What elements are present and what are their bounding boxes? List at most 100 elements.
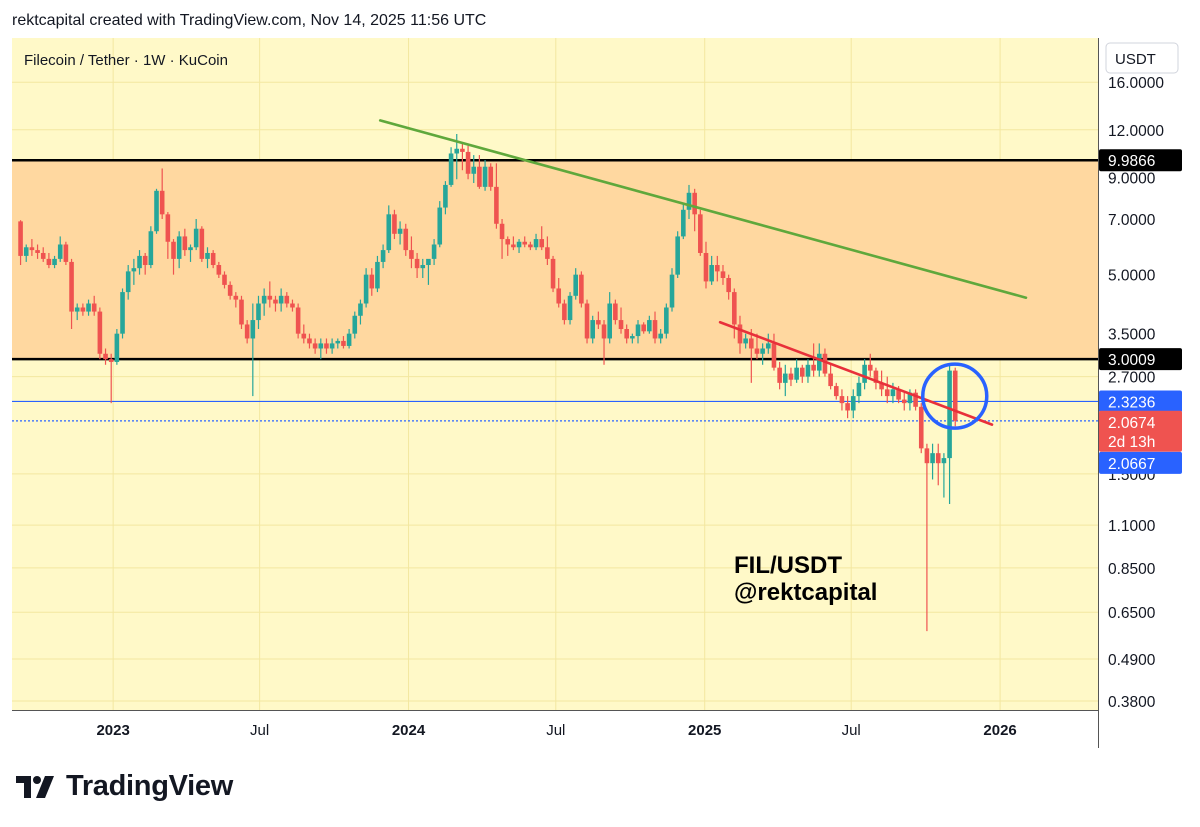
candle-body (890, 389, 896, 397)
candle-body (913, 392, 918, 407)
current-price-tag-box (1099, 410, 1182, 452)
candle-body (811, 364, 816, 371)
candle-body (522, 241, 528, 245)
candle (29, 239, 35, 256)
candle (91, 295, 97, 316)
candle-body (40, 252, 46, 259)
chart-area[interactable]: Filecoin / Tether · 1W · KuCoin FIL/USDT… (12, 38, 1186, 748)
candle (318, 338, 324, 360)
candle (709, 255, 714, 285)
candle-body (324, 343, 329, 349)
tradingview-wordmark: TradingView (66, 770, 233, 802)
candle (811, 343, 816, 377)
candle-body (833, 386, 839, 397)
candle-body (91, 303, 97, 312)
candle-body (709, 265, 714, 282)
candle (63, 241, 69, 266)
candle-body (907, 392, 913, 404)
candle (867, 353, 873, 377)
y-tick-label: 1.1000 (1108, 518, 1156, 535)
candle (494, 163, 499, 229)
candle-body (397, 228, 403, 234)
candle (522, 236, 528, 248)
candle-body (171, 241, 176, 259)
candle (788, 367, 794, 387)
candle (545, 236, 550, 266)
candle (601, 320, 607, 365)
breakout-circle (921, 362, 989, 430)
candle (307, 333, 312, 349)
price-tags: 9.9866 3.0009 2.3236 2.0674 2d 13h 2.0667 (1099, 149, 1182, 474)
candle-body (392, 214, 397, 234)
candle (726, 274, 731, 300)
candle (420, 258, 426, 279)
candle (227, 281, 233, 300)
candle (80, 303, 86, 316)
candle (856, 376, 862, 404)
candle-body (692, 192, 697, 215)
candle (278, 288, 284, 312)
candle (794, 359, 799, 383)
candle-body (329, 343, 335, 349)
candle (431, 239, 437, 266)
candle-body (176, 236, 182, 259)
candle-body (148, 231, 154, 266)
candle-body (879, 382, 884, 390)
candle-body (63, 244, 69, 262)
currency-button[interactable] (1105, 42, 1179, 74)
candle-body (120, 292, 125, 334)
candle (131, 258, 137, 285)
candle-body (358, 303, 363, 316)
candle-body (630, 336, 635, 339)
candle (312, 338, 318, 354)
candle-body (737, 324, 743, 344)
candle-body (488, 166, 494, 187)
candle (137, 250, 142, 275)
candle-body (341, 340, 346, 346)
candle (947, 364, 952, 505)
candle (363, 268, 369, 308)
current-price-tag-text: 2.0674 (1108, 415, 1156, 432)
candle (777, 361, 782, 390)
candle-body (352, 315, 358, 334)
candle (952, 367, 958, 427)
level-tag-text: 3.0009 (1108, 352, 1155, 369)
candle-body (545, 247, 550, 259)
x-axis: 2023 Jul 2024 Jul 2025 Jul 2026 (96, 722, 1016, 739)
x-tick-label: 2025 (688, 722, 721, 739)
candle (596, 311, 601, 330)
candle-body (250, 320, 256, 339)
candle-body (715, 265, 720, 272)
candle-body (918, 406, 924, 449)
candle-body (239, 299, 244, 325)
candle-body (97, 311, 103, 354)
candle-body (664, 307, 669, 334)
candle (460, 142, 465, 171)
candle-body (465, 151, 471, 174)
candle (647, 315, 652, 334)
candle-body (732, 292, 737, 325)
level-tag-text: 2.3236 (1108, 394, 1155, 411)
candle (335, 338, 341, 349)
candle-body (647, 320, 652, 332)
candle-body (573, 274, 579, 296)
candle (686, 184, 692, 219)
candle-body (743, 338, 748, 344)
tradingview-logo[interactable]: TradingView (14, 770, 233, 803)
candle (233, 292, 239, 308)
candle (737, 315, 743, 354)
candle (918, 403, 924, 454)
candle (199, 226, 205, 262)
candle (641, 322, 646, 334)
candle (499, 218, 505, 259)
candle-body (579, 274, 584, 304)
candle-body (562, 303, 567, 321)
candle (732, 288, 737, 339)
candle-body (108, 359, 114, 362)
candlestick-chart[interactable]: Filecoin / Tether · 1W · KuCoin FIL/USDT… (12, 38, 1186, 748)
y-tick-label: 7.0000 (1108, 212, 1156, 229)
candle-body (159, 190, 165, 215)
candle (35, 244, 40, 259)
candle-body (403, 228, 409, 251)
level-tag-box (1099, 348, 1182, 371)
